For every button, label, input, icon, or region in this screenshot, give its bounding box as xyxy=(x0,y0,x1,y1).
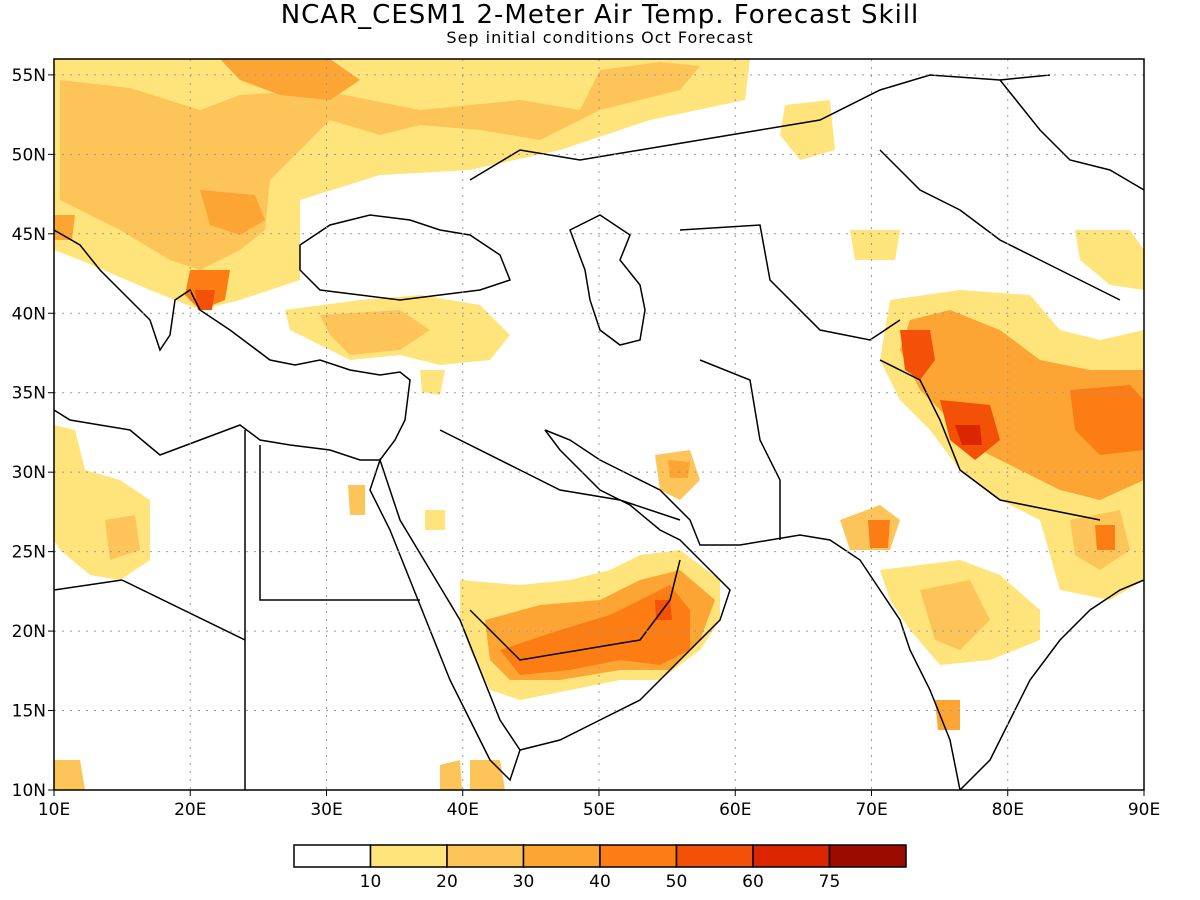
latitude-axis: 10N 15N 20N 25N 30N 35N 40N 45N 50N 55N xyxy=(12,66,54,801)
lat-tick-label: 30N xyxy=(12,463,46,483)
lat-tick-label: 40N xyxy=(12,304,46,324)
lat-tick-label: 25N xyxy=(12,543,46,563)
lon-tick-label: 60E xyxy=(719,800,751,820)
legend-label: 40 xyxy=(589,872,611,892)
map-title: NCAR_CESM1 2-Meter Air Temp. Forecast Sk… xyxy=(280,0,920,30)
lat-tick-label: 55N xyxy=(12,66,46,86)
shade-india-south xyxy=(935,700,960,730)
shade-india-central-mid xyxy=(920,580,990,650)
shade-tibet-strong xyxy=(1070,385,1144,455)
shade-europe-strong2 xyxy=(200,190,265,235)
shade-turkey-small xyxy=(420,370,445,395)
shade-redsea-patch2 xyxy=(440,760,462,790)
shade-europe-strong xyxy=(220,59,360,100)
shade-arabia-strong xyxy=(500,585,690,675)
lon-tick-label: 20E xyxy=(174,800,206,820)
lat-tick-label: 50N xyxy=(12,145,46,165)
shade-india-east-core xyxy=(1095,525,1115,550)
shade-himalaya-darkred xyxy=(955,425,982,445)
shade-libya-mid xyxy=(105,515,140,560)
coastlines-and-borders xyxy=(54,74,1144,790)
lon-tick-label: 10E xyxy=(38,800,70,820)
shade-kashmir-red xyxy=(900,330,935,380)
shade-india-west-core xyxy=(868,520,890,548)
lon-tick-label: 90E xyxy=(1128,800,1160,820)
lon-tick-label: 50E xyxy=(583,800,615,820)
shade-anatolia-mid xyxy=(320,310,430,355)
shade-iraq-patch-core xyxy=(668,460,690,478)
legend-swatch xyxy=(752,844,831,868)
longitude-axis: 10E 20E 30E 40E 50E 60E 70E 80E 90E xyxy=(38,790,1160,820)
legend-swatch xyxy=(369,844,448,868)
shade-tibet-mid xyxy=(900,310,1144,500)
legend-swatch xyxy=(293,844,372,868)
lon-tick-label: 80E xyxy=(992,800,1024,820)
shade-nafrica-sw xyxy=(54,760,85,790)
color-legend: 10 20 30 40 50 60 75 xyxy=(293,844,907,892)
shade-mongolia-patch2 xyxy=(1075,230,1144,290)
legend-label: 20 xyxy=(436,872,458,892)
shade-siberia-patch xyxy=(780,100,835,160)
legend-label: 75 xyxy=(819,872,841,892)
shade-redsea-patch xyxy=(470,760,505,790)
shade-sinai xyxy=(348,485,365,515)
lat-tick-label: 45N xyxy=(12,225,46,245)
legend-swatch xyxy=(522,844,601,868)
lat-tick-label: 20N xyxy=(12,622,46,642)
legend-label: 10 xyxy=(360,872,382,892)
lat-tick-label: 15N xyxy=(12,702,46,722)
legend-label: 30 xyxy=(513,872,535,892)
skill-shading xyxy=(54,59,1144,790)
shade-balkan-red xyxy=(195,290,215,310)
shade-eg-small xyxy=(425,510,445,530)
shade-libya xyxy=(54,425,150,580)
legend-swatch xyxy=(599,844,678,868)
legend-swatch xyxy=(828,844,907,868)
map-gridlines xyxy=(54,59,1144,790)
lon-tick-label: 40E xyxy=(447,800,479,820)
legend-label: 50 xyxy=(666,872,688,892)
legend-swatch xyxy=(675,844,754,868)
legend-swatch xyxy=(446,844,525,868)
lon-tick-label: 70E xyxy=(855,800,887,820)
lon-tick-label: 30E xyxy=(310,800,342,820)
lat-tick-label: 35N xyxy=(12,384,46,404)
map-subtitle: Sep initial conditions Oct Forecast xyxy=(446,28,754,47)
shade-mongolia-patch xyxy=(850,230,900,260)
lat-tick-label: 10N xyxy=(12,781,46,801)
legend-label: 60 xyxy=(742,872,764,892)
